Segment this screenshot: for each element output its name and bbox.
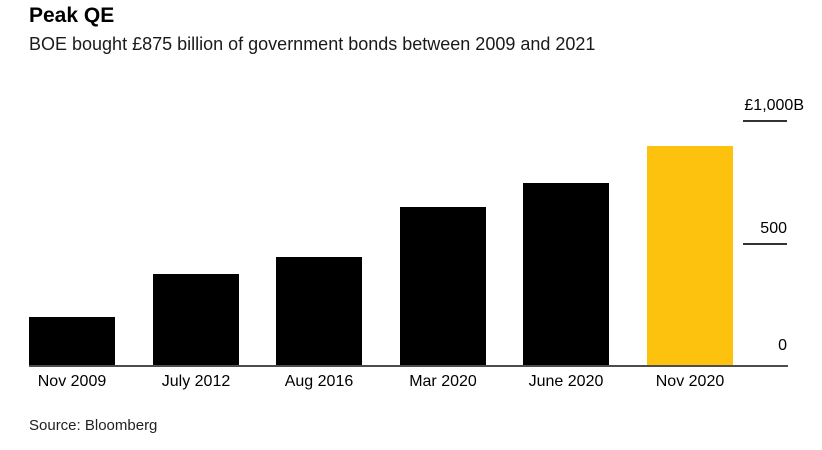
bar-mar-2020 bbox=[400, 207, 486, 366]
bar-june-2020 bbox=[523, 183, 609, 366]
y-tick-label: £1,000B bbox=[744, 97, 804, 114]
chart-subtitle: BOE bought £875 billion of government bo… bbox=[29, 34, 596, 54]
x-tick-label-july-2012: July 2012 bbox=[161, 373, 231, 390]
y-tick-500: 500 bbox=[697, 219, 787, 245]
x-tick-label-aug-2016: Aug 2016 bbox=[284, 373, 354, 390]
y-tick-1000: £1,000B bbox=[697, 96, 804, 122]
x-tick-label-nov-2009: Nov 2009 bbox=[37, 373, 107, 390]
x-tick-label-mar-2020: Mar 2020 bbox=[409, 373, 477, 390]
chart-title: Peak QE bbox=[29, 4, 115, 27]
y-tick-line bbox=[743, 120, 787, 122]
bar-july-2012 bbox=[153, 274, 239, 366]
y-tick-label: 500 bbox=[760, 220, 787, 237]
source-note: Source: Bloomberg bbox=[29, 417, 158, 434]
x-axis-line bbox=[29, 365, 788, 367]
x-tick-label-nov-2020: Nov 2020 bbox=[655, 373, 725, 390]
bar-nov-2020 bbox=[647, 146, 733, 366]
bar-aug-2016 bbox=[276, 257, 362, 366]
y-tick-0: 0 bbox=[697, 336, 787, 355]
y-tick-line bbox=[743, 243, 787, 245]
x-tick-label-june-2020: June 2020 bbox=[528, 373, 604, 390]
y-tick-label: 0 bbox=[778, 337, 787, 354]
bar-nov-2009 bbox=[29, 317, 115, 366]
